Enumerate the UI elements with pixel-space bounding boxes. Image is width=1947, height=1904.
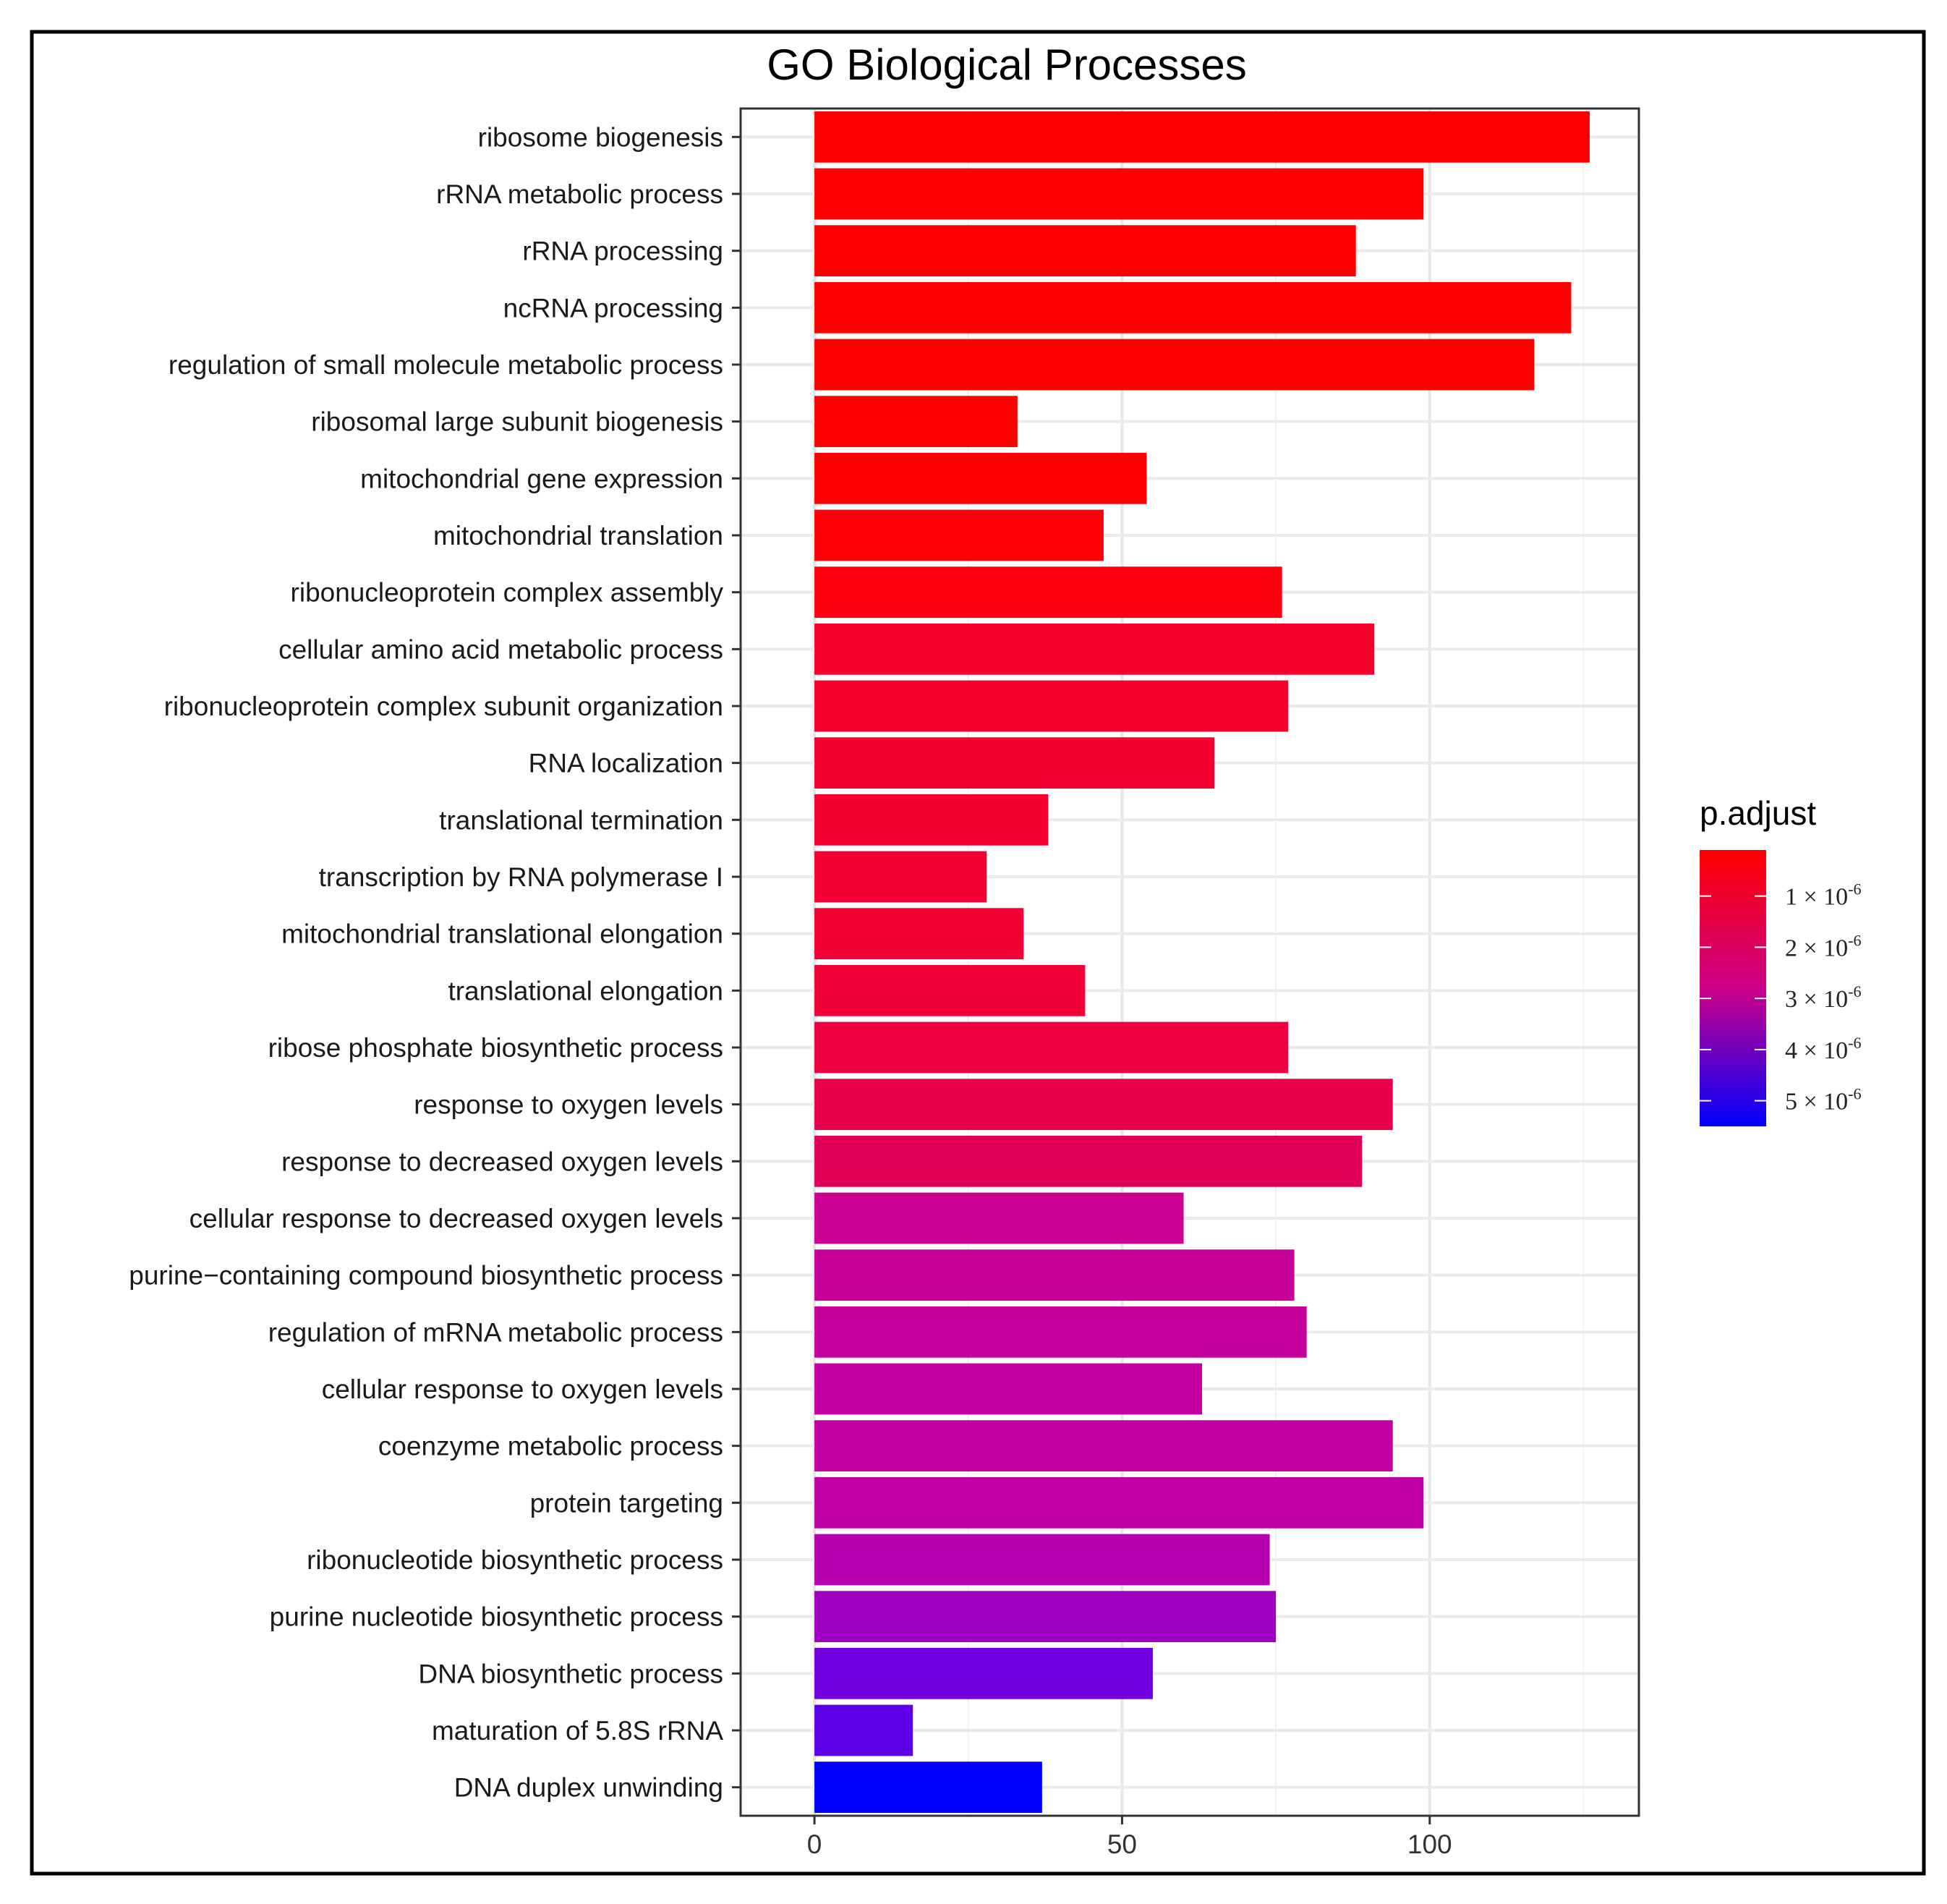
bar (814, 623, 1375, 675)
bar (814, 168, 1424, 220)
category-label: mitochondrial gene expression (360, 464, 723, 493)
category-label: regulation of small molecule metabolic p… (169, 350, 723, 380)
bar (814, 1761, 1042, 1814)
bar (814, 1704, 913, 1756)
x-tick-label: 0 (807, 1829, 822, 1859)
legend-tick-exponent: -6 (1848, 1085, 1861, 1103)
bar (814, 396, 1018, 448)
bar (814, 1534, 1270, 1586)
category-label: ribonucleoprotein complex subunit organi… (164, 692, 723, 721)
bar (814, 794, 1049, 846)
legend-tick-base: 5 × 10 (1785, 1089, 1848, 1115)
bar (814, 509, 1104, 561)
category-label: purine−containing compound biosynthetic … (129, 1261, 723, 1291)
bar (814, 225, 1356, 277)
bar (814, 1476, 1424, 1529)
category-label: ribosome biogenesis (478, 122, 723, 152)
x-tick-label: 100 (1407, 1829, 1452, 1859)
category-label: cellular amino acid metabolic process (278, 634, 723, 664)
category-label: transcription by RNA polymerase I (319, 862, 723, 892)
category-label: DNA duplex unwinding (454, 1773, 723, 1803)
legend-tick-exponent: -6 (1848, 982, 1861, 1000)
category-label: mitochondrial translation (433, 521, 723, 551)
category-label: regulation of mRNA metabolic process (268, 1317, 723, 1347)
category-label: ribosomal large subunit biogenesis (311, 407, 723, 437)
x-axis-ticks: 0 50 100 (807, 1816, 1452, 1859)
bar (814, 1135, 1363, 1187)
bar (814, 680, 1289, 732)
legend-colorbar (1700, 850, 1766, 1126)
category-label: rRNA processing (522, 237, 723, 266)
legend-tick-exponent: -6 (1848, 931, 1861, 949)
legend-title: p.adjust (1700, 794, 1816, 832)
legend-tick-label: 5 × 10-6 (1785, 1085, 1862, 1115)
category-label: DNA biosynthetic process (418, 1659, 723, 1688)
legend: p.adjust 1 × 10-62 × 10-63 × 10-64 × 10-… (1700, 794, 1862, 1126)
legend-tick-label: 2 × 10-6 (1785, 931, 1862, 961)
category-label: ribonucleoprotein complex assembly (291, 578, 724, 608)
category-label: cellular response to decreased oxygen le… (189, 1204, 723, 1233)
legend-tick-base: 1 × 10 (1785, 884, 1848, 911)
category-label: ncRNA processing (503, 293, 723, 323)
bar (814, 1306, 1307, 1358)
category-label: mitochondrial translational elongation (281, 919, 723, 949)
legend-tick-label: 3 × 10-6 (1785, 982, 1862, 1013)
category-label: maturation of 5.8S rRNA (432, 1716, 723, 1746)
category-label: protein targeting (530, 1488, 723, 1518)
legend-tick-base: 2 × 10 (1785, 935, 1848, 961)
bar (814, 1079, 1393, 1131)
x-tick-label: 50 (1107, 1829, 1137, 1859)
y-axis-ticks: ribosome biogenesis rRNA metabolic proces… (129, 122, 741, 1803)
legend-tick-exponent: -6 (1848, 880, 1861, 898)
bar (814, 964, 1086, 1016)
bar (814, 1249, 1295, 1301)
bars (814, 111, 1590, 1814)
legend-tick-exponent: -6 (1848, 1034, 1861, 1052)
chart-title: GO Biological Processes (767, 41, 1247, 89)
category-label: ribose phosphate biosynthetic process (268, 1033, 723, 1063)
legend-tick-label: 1 × 10-6 (1785, 880, 1862, 911)
category-label: purine nucleotide biosynthetic process (270, 1602, 723, 1632)
bar (814, 111, 1590, 163)
plot-panel: ribosome biogenesis rRNA metabolic proces… (129, 107, 1640, 1859)
bar (814, 1363, 1203, 1415)
bar (814, 1591, 1277, 1643)
panel-border (739, 107, 1640, 1817)
category-label: ribonucleotide biosynthetic process (307, 1545, 723, 1575)
legend-tick-label: 4 × 10-6 (1785, 1034, 1862, 1064)
legend-tick-base: 3 × 10 (1785, 986, 1848, 1013)
category-label: response to decreased oxygen levels (281, 1147, 723, 1176)
bar (814, 452, 1147, 504)
bar (814, 908, 1024, 960)
legend-ticks: 1 × 10-62 × 10-63 × 10-64 × 10-65 × 10-6 (1700, 880, 1862, 1115)
legend-tick-base: 4 × 10 (1785, 1037, 1848, 1064)
category-label: coenzyme metabolic process (378, 1432, 723, 1461)
category-label: response to oxygen levels (414, 1090, 723, 1120)
category-label: translational termination (439, 805, 723, 835)
category-label: cellular response to oxygen levels (322, 1374, 723, 1404)
bar (814, 281, 1572, 333)
bar (814, 737, 1215, 789)
bar (814, 566, 1282, 619)
bar (814, 339, 1535, 391)
category-label: rRNA metabolic process (436, 179, 723, 209)
bar (814, 1021, 1289, 1074)
bar (814, 1192, 1184, 1244)
bar (814, 851, 987, 903)
figure-frame (30, 30, 1926, 1876)
bar (814, 1420, 1393, 1472)
category-label: RNA localization (529, 749, 723, 778)
bar (814, 1647, 1153, 1699)
category-label: translational elongation (448, 976, 723, 1006)
